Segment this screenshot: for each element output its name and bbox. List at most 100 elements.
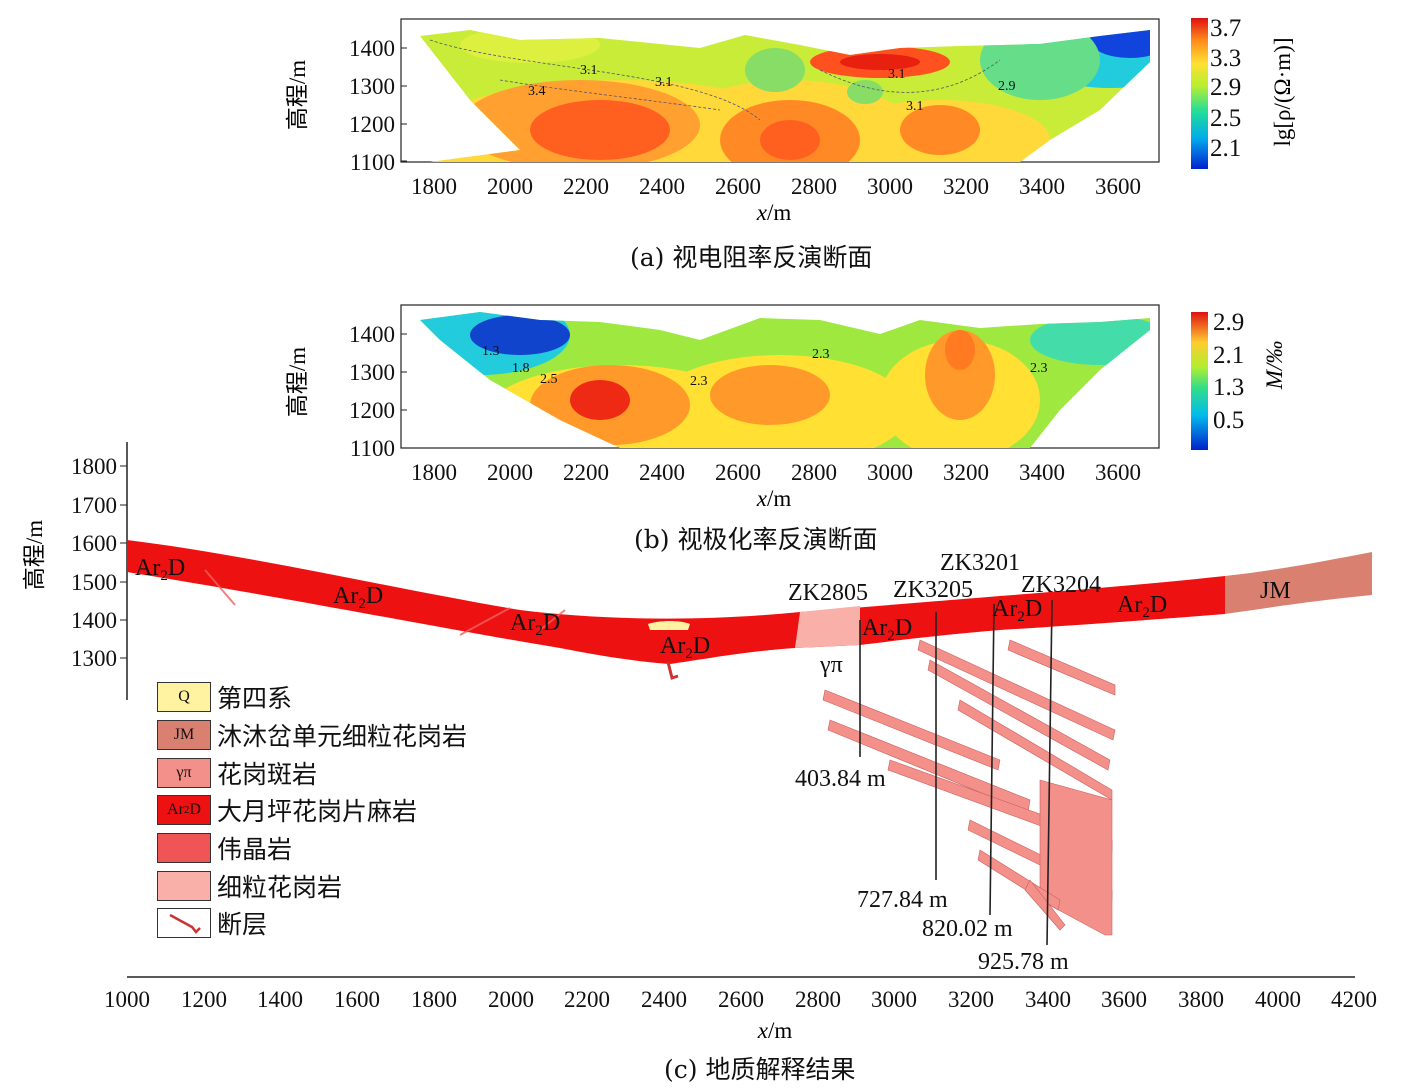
contour-label: 3.1 [580, 63, 598, 78]
legend-item-granite-porphyry: γπ 花岗斑岩 [157, 757, 317, 789]
panel-c-y-label: 高程/m [22, 520, 47, 590]
ar2d-gneiss-band [127, 540, 1225, 664]
panel-b-chart: 1.3 1.8 2.5 2.3 2.3 2.3 1400 1300 1200 1… [285, 304, 1287, 511]
svg-text:0.5: 0.5 [1213, 407, 1244, 434]
fault-symbol-main [666, 661, 679, 680]
unit-labels: Ar2D Ar2D Ar2D Ar2D Ar2D Ar2D Ar2D JM γπ [135, 555, 1291, 678]
x-tick-label: 2200 [563, 174, 609, 199]
panel-b-x-label: x/m [756, 486, 792, 511]
legend-label: 第四系 [217, 684, 293, 713]
legend-label: 大月坪花岗片麻岩 [217, 797, 418, 826]
svg-text:1600: 1600 [71, 531, 117, 556]
jm-label: JM [1260, 578, 1291, 604]
svg-text:2.1: 2.1 [1210, 135, 1241, 162]
depth-label: 727.84 m [857, 887, 948, 913]
x-tick-label: 2400 [639, 460, 685, 485]
svg-text:2.5: 2.5 [1210, 105, 1241, 132]
contour-label: 1.3 [482, 344, 500, 359]
contour-label: 2.5 [540, 372, 558, 387]
contour-label: 2.3 [812, 347, 830, 362]
borehole-zk3201 [989, 603, 995, 916]
svg-text:3.7: 3.7 [1210, 15, 1241, 42]
legend-swatch-pegmatite [157, 833, 211, 863]
fine-granite-block [795, 606, 860, 648]
borehole-name-zk3205: ZK3205 [893, 577, 973, 603]
x-tick-label: 3600 [1095, 174, 1141, 199]
x-tick-label: 3000 [867, 174, 913, 199]
svg-text:4200: 4200 [1331, 987, 1377, 1012]
ar2d-label: Ar2D [862, 615, 912, 644]
svg-text:3200: 3200 [948, 987, 994, 1012]
contour-label: 1.8 [512, 361, 530, 376]
svg-text:2800: 2800 [795, 987, 841, 1012]
x-tick-label: 3200 [943, 174, 989, 199]
legend-label: 沐沐岔单元细粒花岗岩 [217, 722, 468, 751]
svg-text:1400: 1400 [71, 608, 117, 633]
ar2d-label: Ar2D [510, 610, 560, 639]
panel-c-x-label: x/m [757, 1018, 793, 1043]
svg-text:2400: 2400 [641, 987, 687, 1012]
panel-b-colorbar-title: M/‰ [1262, 341, 1287, 391]
contour-label: 3.1 [906, 99, 924, 114]
x-tick-label: 3400 [1019, 174, 1065, 199]
panel-c-caption: (c) 地质解释结果 [664, 1055, 856, 1084]
svg-text:1500: 1500 [71, 570, 117, 595]
legend-item-jm: JM 沐沐岔单元细粒花岗岩 [157, 719, 467, 751]
borehole-depths: 403.84 m 727.84 m 820.02 m 925.78 m [795, 766, 1069, 975]
svg-text:2.9: 2.9 [1210, 74, 1241, 101]
x-tick-label: 3600 [1095, 460, 1141, 485]
svg-text:2.9: 2.9 [1213, 309, 1244, 336]
panel-b-y-axis: 1400 1300 1200 1100 [349, 322, 407, 461]
jm-granite-band [1225, 552, 1372, 614]
panel-a-colorbar-ticks: 3.7 3.3 2.9 2.5 2.1 [1210, 15, 1241, 162]
panel-a-colorbar-title: lg[ρ/(Ω·m)] [1270, 37, 1295, 146]
ar2d-label: Ar2D [333, 583, 383, 612]
x-tick-label: 2000 [487, 174, 533, 199]
panel-a-chart: 3.1 3.1 3.4 3.1 3.1 2.9 1400 1300 1200 1… [285, 15, 1295, 225]
x-tick-label: 2600 [715, 460, 761, 485]
panel-a-y-axis: 1400 1300 1200 1100 [349, 36, 407, 175]
svg-text:4000: 4000 [1255, 987, 1301, 1012]
x-tick-label: 3000 [867, 460, 913, 485]
contour-label: 2.3 [690, 374, 708, 389]
svg-text:1400: 1400 [257, 987, 303, 1012]
ar2d-label: Ar2D [135, 555, 185, 584]
granite-porphyry-dikes [822, 639, 1116, 936]
x-tick-label: 2600 [715, 174, 761, 199]
y-tick-label: 1100 [350, 150, 395, 175]
panel-b-y-label: 高程/m [285, 347, 310, 417]
legend-label: 花岗斑岩 [217, 760, 318, 789]
panel-a-x-label: x/m [756, 200, 792, 225]
ar2d-label: Ar2D [660, 633, 710, 662]
panel-a-y-label: 高程/m [285, 60, 310, 130]
borehole-name-zk3201: ZK3201 [940, 550, 1020, 576]
panel-b-x-axis: 1800 2000 2200 2400 2600 2800 3000 3200 … [411, 460, 1141, 485]
quaternary-patch [648, 621, 690, 630]
x-tick-label: 2200 [563, 460, 609, 485]
svg-text:2600: 2600 [718, 987, 764, 1012]
svg-text:2.1: 2.1 [1213, 342, 1244, 369]
legend-item-quaternary: Q 第四系 [157, 681, 292, 713]
legend-swatch-jm: JM [157, 720, 211, 750]
legend-item-ar2d: Ar 2 D 大月坪花岗片麻岩 [157, 794, 417, 826]
panel-c-x-axis: 1000 1200 1400 1600 1800 2000 2200 2400 … [104, 987, 1377, 1012]
y-tick-label: 1200 [349, 398, 395, 423]
svg-text:3000: 3000 [871, 987, 917, 1012]
depth-label: 403.84 m [795, 766, 886, 792]
svg-text:1000: 1000 [104, 987, 150, 1012]
svg-text:3800: 3800 [1178, 987, 1224, 1012]
borehole-name-zk3204: ZK3204 [1021, 572, 1101, 598]
svg-text:1.3: 1.3 [1213, 374, 1244, 401]
svg-text:1800: 1800 [411, 987, 457, 1012]
x-tick-label: 3400 [1019, 460, 1065, 485]
legend-item-pegmatite: 伟晶岩 [157, 832, 292, 864]
y-tick-label: 1400 [349, 36, 395, 61]
borehole-lines [859, 599, 1053, 946]
panel-a-contour-labels: 3.1 3.1 3.4 3.1 3.1 2.9 [528, 63, 1016, 114]
svg-text:1200: 1200 [181, 987, 227, 1012]
y-tick-label: 1200 [349, 112, 395, 137]
panel-a-resistivity-section [420, 30, 1150, 162]
contour-label: 3.4 [528, 84, 546, 99]
legend-swatch-quaternary: Q [157, 682, 211, 712]
ar2d-label: Ar2D [992, 596, 1042, 625]
